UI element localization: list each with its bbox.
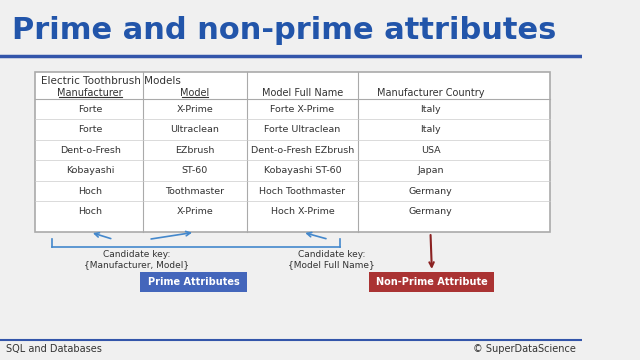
Text: Italy: Italy [420,125,441,134]
Text: Hoch: Hoch [78,207,102,216]
Text: Forte X-Prime: Forte X-Prime [271,105,335,114]
Text: Forte: Forte [78,105,102,114]
Text: Hoch: Hoch [78,187,102,196]
Text: Toothmaster: Toothmaster [165,187,225,196]
Text: ST-60: ST-60 [182,166,208,175]
Text: Kobayashi: Kobayashi [66,166,115,175]
Text: Prime and non-prime attributes: Prime and non-prime attributes [12,16,556,45]
Text: Model: Model [180,87,209,98]
Text: SQL and Databases: SQL and Databases [6,344,102,354]
Text: Candidate key:
{Model Full Name}: Candidate key: {Model Full Name} [288,250,375,270]
Text: Model Full Name: Model Full Name [262,87,343,98]
Text: Non-Prime Attribute: Non-Prime Attribute [376,277,488,287]
Text: X-Prime: X-Prime [177,207,213,216]
Text: Hoch X-Prime: Hoch X-Prime [271,207,334,216]
Text: Hoch Toothmaster: Hoch Toothmaster [259,187,346,196]
Text: Germany: Germany [408,207,452,216]
Text: Italy: Italy [420,105,441,114]
Text: Forte: Forte [78,125,102,134]
Text: Dent-o-Fresh EZbrush: Dent-o-Fresh EZbrush [251,146,354,155]
Text: Manufacturer: Manufacturer [58,87,123,98]
Text: X-Prime: X-Prime [177,105,213,114]
Text: Germany: Germany [408,187,452,196]
FancyBboxPatch shape [140,272,247,292]
Text: Forte Ultraclean: Forte Ultraclean [264,125,340,134]
Text: Kobayashi ST-60: Kobayashi ST-60 [264,166,341,175]
Text: Ultraclean: Ultraclean [170,125,220,134]
FancyBboxPatch shape [35,72,550,232]
Text: Prime Attributes: Prime Attributes [148,277,239,287]
Text: © SuperDataScience: © SuperDataScience [473,344,576,354]
Text: USA: USA [420,146,440,155]
Text: EZbrush: EZbrush [175,146,214,155]
Text: Candidate key:
{Manufacturer, Model}: Candidate key: {Manufacturer, Model} [84,250,189,270]
Text: Dent-o-Fresh: Dent-o-Fresh [60,146,120,155]
Text: Japan: Japan [417,166,444,175]
Text: Manufacturer Country: Manufacturer Country [377,87,484,98]
Text: Electric Toothbrush Models: Electric Toothbrush Models [41,76,180,86]
FancyBboxPatch shape [369,272,495,292]
